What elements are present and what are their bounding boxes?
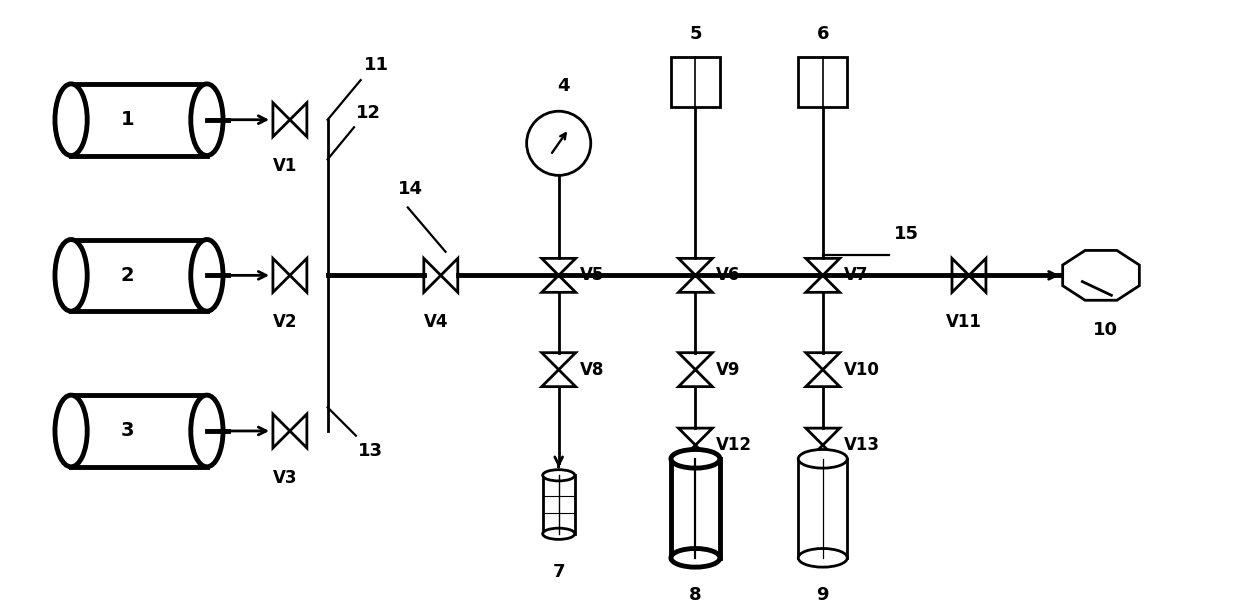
Text: V8: V8 xyxy=(579,361,604,379)
Ellipse shape xyxy=(55,84,87,156)
Text: V10: V10 xyxy=(843,361,879,379)
Bar xyxy=(671,459,720,558)
Ellipse shape xyxy=(191,395,223,467)
Bar xyxy=(799,57,847,106)
Text: V11: V11 xyxy=(946,313,982,331)
Text: 7: 7 xyxy=(553,563,565,581)
Text: 5: 5 xyxy=(689,25,702,43)
Ellipse shape xyxy=(671,548,720,567)
Ellipse shape xyxy=(543,470,574,481)
Ellipse shape xyxy=(191,84,223,156)
Text: V5: V5 xyxy=(579,266,604,284)
Ellipse shape xyxy=(55,395,87,467)
Ellipse shape xyxy=(191,240,223,311)
Text: 4: 4 xyxy=(557,77,569,95)
Text: V2: V2 xyxy=(273,313,298,331)
Text: V6: V6 xyxy=(717,266,740,284)
Ellipse shape xyxy=(799,449,847,468)
Bar xyxy=(799,459,847,558)
Text: V3: V3 xyxy=(273,469,298,487)
Text: 13: 13 xyxy=(358,442,383,460)
Text: 12: 12 xyxy=(356,104,381,121)
Text: 14: 14 xyxy=(398,180,423,198)
Text: V7: V7 xyxy=(843,266,868,284)
Bar xyxy=(671,57,720,106)
Text: V9: V9 xyxy=(717,361,740,379)
Ellipse shape xyxy=(543,528,574,539)
Text: 11: 11 xyxy=(363,56,388,74)
Text: 9: 9 xyxy=(816,586,830,603)
Text: 2: 2 xyxy=(120,266,134,285)
Text: 1: 1 xyxy=(120,110,134,129)
Text: 10: 10 xyxy=(1094,321,1118,339)
Text: V1: V1 xyxy=(273,158,298,175)
Bar xyxy=(543,475,574,534)
Text: 6: 6 xyxy=(816,25,830,43)
Ellipse shape xyxy=(55,240,87,311)
Ellipse shape xyxy=(671,449,720,468)
Text: 3: 3 xyxy=(122,422,134,440)
Text: V4: V4 xyxy=(424,313,449,331)
Text: V13: V13 xyxy=(843,436,879,454)
Text: 8: 8 xyxy=(689,586,702,603)
Ellipse shape xyxy=(799,548,847,567)
Text: V12: V12 xyxy=(717,436,753,454)
Bar xyxy=(71,240,207,311)
Bar xyxy=(71,395,207,467)
Bar xyxy=(71,84,207,156)
Text: 15: 15 xyxy=(894,225,919,243)
